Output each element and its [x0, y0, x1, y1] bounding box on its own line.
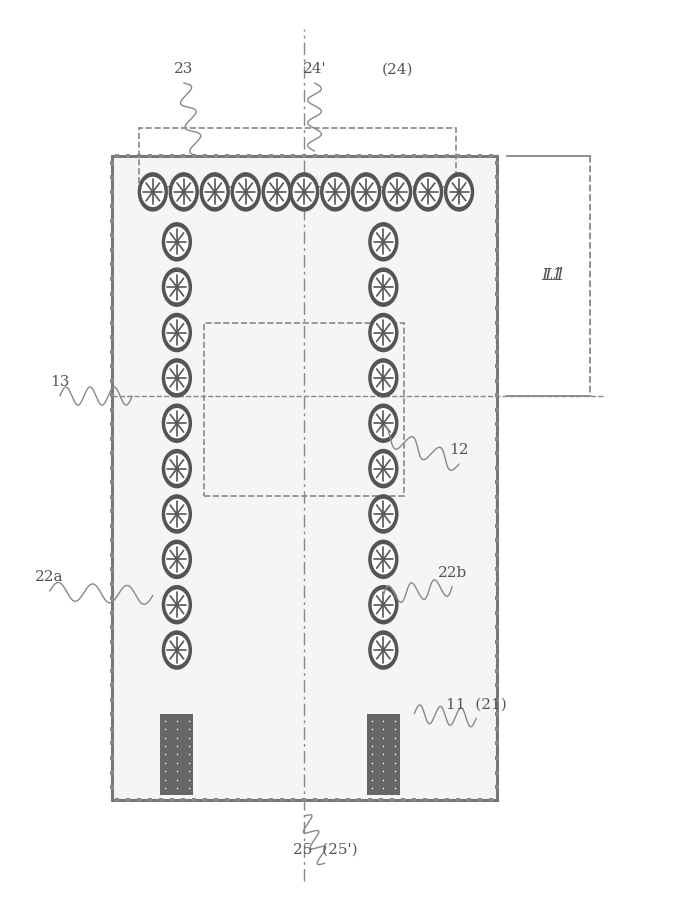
Circle shape	[162, 404, 191, 442]
Circle shape	[162, 223, 191, 261]
Circle shape	[266, 177, 287, 207]
Text: (24): (24)	[381, 63, 413, 76]
Circle shape	[204, 177, 226, 207]
Text: 24': 24'	[303, 63, 326, 76]
Circle shape	[372, 454, 395, 483]
Circle shape	[231, 173, 260, 211]
Circle shape	[372, 545, 395, 574]
Circle shape	[369, 313, 398, 351]
Circle shape	[369, 404, 398, 442]
Text: 11  (21): 11 (21)	[446, 697, 507, 712]
Circle shape	[369, 541, 398, 579]
Circle shape	[369, 586, 398, 623]
Circle shape	[166, 454, 188, 483]
Circle shape	[372, 363, 395, 392]
Text: 12: 12	[449, 443, 468, 458]
Circle shape	[162, 313, 191, 351]
Circle shape	[166, 273, 188, 301]
Circle shape	[352, 173, 381, 211]
Text: 22a: 22a	[35, 571, 64, 584]
Bar	[205, 323, 404, 496]
Bar	[111, 156, 497, 800]
Circle shape	[372, 635, 395, 664]
Text: 13: 13	[50, 376, 70, 389]
Circle shape	[162, 586, 191, 623]
Text: 23: 23	[174, 63, 193, 76]
Circle shape	[448, 177, 470, 207]
Text: 22b: 22b	[437, 566, 467, 580]
Circle shape	[383, 173, 412, 211]
Circle shape	[235, 177, 256, 207]
Bar	[160, 713, 193, 795]
Circle shape	[372, 591, 395, 619]
Circle shape	[166, 635, 188, 664]
Circle shape	[386, 177, 408, 207]
Circle shape	[417, 177, 439, 207]
Text: 25  (25'): 25 (25')	[292, 843, 357, 856]
Circle shape	[369, 268, 398, 307]
Circle shape	[324, 177, 346, 207]
Circle shape	[138, 173, 167, 211]
Circle shape	[166, 591, 188, 619]
Circle shape	[162, 268, 191, 307]
Circle shape	[166, 318, 188, 347]
Circle shape	[200, 173, 229, 211]
Circle shape	[166, 500, 188, 529]
Circle shape	[162, 495, 191, 533]
Bar	[367, 713, 400, 795]
Circle shape	[162, 450, 191, 488]
Circle shape	[369, 359, 398, 397]
Circle shape	[169, 173, 198, 211]
Circle shape	[372, 273, 395, 301]
Circle shape	[162, 631, 191, 669]
Circle shape	[372, 318, 395, 347]
Circle shape	[166, 545, 188, 574]
Circle shape	[369, 631, 398, 669]
Circle shape	[414, 173, 442, 211]
Circle shape	[166, 228, 188, 257]
Circle shape	[369, 223, 398, 261]
Circle shape	[290, 173, 319, 211]
Circle shape	[372, 409, 395, 438]
Circle shape	[166, 363, 188, 392]
Text: L1: L1	[545, 268, 566, 284]
Circle shape	[321, 173, 350, 211]
Bar	[139, 128, 455, 187]
Circle shape	[293, 177, 315, 207]
Circle shape	[162, 359, 191, 397]
Circle shape	[444, 173, 473, 211]
Circle shape	[166, 409, 188, 438]
Text: L1: L1	[541, 268, 562, 284]
Circle shape	[355, 177, 377, 207]
Circle shape	[369, 495, 398, 533]
Circle shape	[369, 450, 398, 488]
Circle shape	[162, 541, 191, 579]
Circle shape	[262, 173, 291, 211]
Circle shape	[372, 228, 395, 257]
Circle shape	[142, 177, 164, 207]
Circle shape	[372, 500, 395, 529]
Circle shape	[173, 177, 195, 207]
